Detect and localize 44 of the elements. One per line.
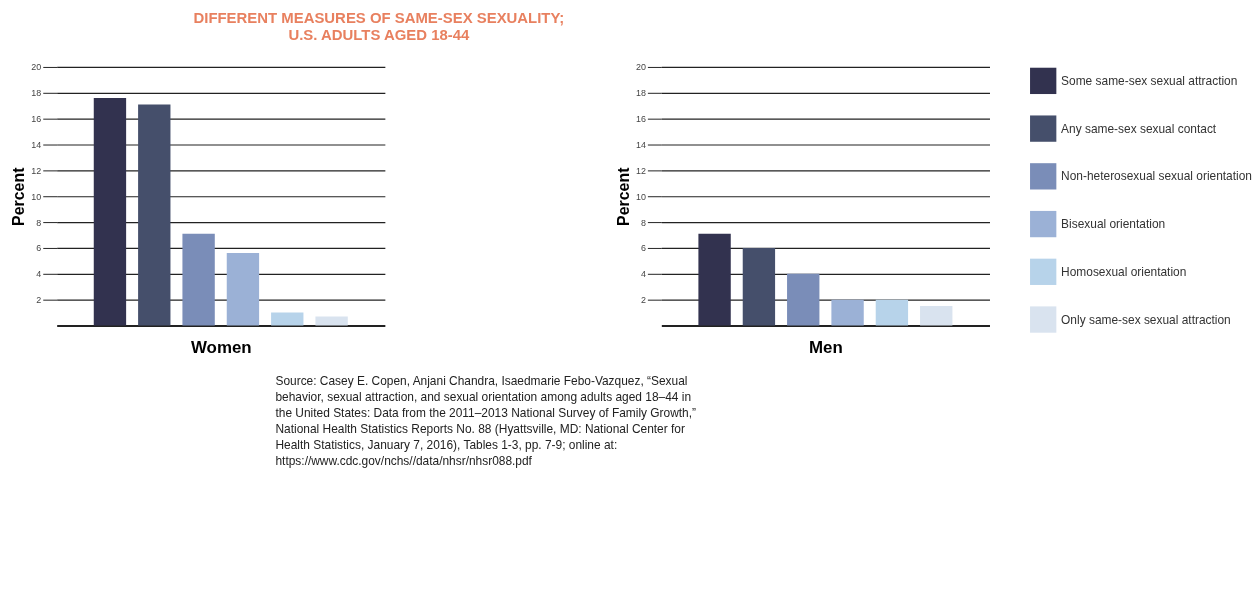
y-tick-label: 6 [36, 243, 42, 254]
y-axis-title: Percent [10, 166, 28, 226]
legend-label: Any same-sex sexual contact [1061, 121, 1217, 136]
legend-label: Bisexual orientation [1061, 217, 1166, 232]
bar [742, 247, 776, 326]
y-tick-label: 4 [36, 269, 42, 280]
bar [831, 299, 864, 326]
x-axis-title: Men [809, 337, 843, 357]
y-tick-label: 8 [36, 217, 42, 228]
y-tick-label: 2 [36, 295, 42, 306]
y-tick-label: 14 [635, 140, 646, 150]
bar [875, 299, 909, 326]
y-tick-label: 4 [640, 269, 646, 280]
x-axis-title: Women [190, 337, 252, 357]
bar [315, 316, 348, 326]
legend-label: Non-heterosexual sexual orientation [1061, 169, 1252, 184]
y-axis-title: Percent [614, 166, 632, 226]
bar [698, 233, 731, 326]
y-tick-label: 16 [31, 114, 42, 125]
bar [787, 273, 820, 326]
y-tick-label: 12 [635, 165, 646, 176]
y-tick-label: 14 [31, 140, 42, 150]
y-tick-label: 18 [635, 88, 646, 99]
y-tick-label: 16 [635, 114, 646, 125]
y-tick-label: 12 [31, 165, 42, 176]
y-tick-label: 18 [31, 88, 42, 99]
source-note: Source: Casey E. Copen, Anjani Chandra, Isaedmarie Febo-Vazquez, “Sexual behavior, sexual attraction, and sexual orientation among adults aged 18–44 in the United States: Data from the 2011–2013 National Survey of Family Growth,” National Health Statistics Reports No. 88 (Hyattsville, MD: National Center for Health Statistics, January 7, 2016), Tables 1-3, pp. 7-9; online at: https://www.cdc.gov/nchs//data/nhsr/nhsr088.pdf [275, 374, 697, 468]
bar [182, 233, 215, 326]
bar [138, 104, 171, 326]
bar [271, 312, 304, 326]
bar [93, 97, 127, 326]
chart-title: DIFFERENT MEASURES OF SAME-SEX SEXUALITY; U.S. ADULTS AGED 18-44 [193, 10, 565, 44]
y-tick-label: 6 [640, 243, 646, 254]
legend-label: Some same-sex sexual attraction [1061, 73, 1238, 88]
bar [920, 306, 953, 326]
legend-label: Homosexual orientation [1061, 264, 1187, 279]
y-tick-label: 10 [635, 191, 646, 202]
legend-label: Only same-sex sexual attraction [1061, 312, 1231, 327]
y-tick-label: 2 [640, 295, 646, 306]
y-tick-label: 20 [31, 62, 42, 73]
y-tick-label: 20 [635, 62, 646, 73]
y-tick-label: 8 [640, 217, 646, 228]
bar [226, 253, 260, 326]
y-tick-label: 10 [31, 191, 42, 202]
